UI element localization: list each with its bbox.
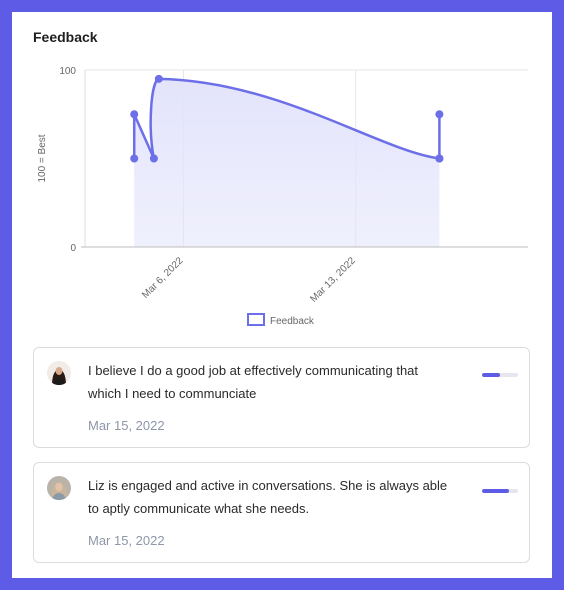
score-bar-fill (482, 373, 500, 377)
y-tick-label: 0 (70, 243, 76, 254)
feedback-chart: 0 100 100 = Best Mar 6, 2022 Mar 13, 2022 Fe… (37, 66, 528, 327)
score-bar (482, 373, 518, 377)
data-point (435, 154, 444, 163)
series-line (132, 77, 441, 160)
card-title: Feedback (33, 29, 98, 45)
data-point (435, 110, 444, 119)
avatar (47, 476, 71, 500)
legend-label: Feedback (270, 316, 315, 327)
feedback-text: I believe I do a good job at effectively… (88, 363, 419, 401)
feedback-date: Mar 15, 2022 (88, 418, 165, 433)
x-tick-label: Mar 6, 2022 (140, 255, 186, 301)
avatar (47, 361, 71, 385)
data-point (149, 154, 158, 163)
feedback-item: I believe I do a good job at effectively… (33, 347, 530, 448)
data-point (130, 110, 139, 119)
score-bar (482, 489, 518, 493)
data-point (130, 154, 139, 163)
feedback-item: Liz is engaged and active in conversatio… (33, 462, 530, 563)
feedback-card: Feedback 0 100 100 = Best Mar 6, 2022 Mar 13… (12, 12, 552, 578)
legend-swatch (247, 313, 265, 326)
y-axis-title: 100 = Best (37, 134, 48, 182)
y-tick-label: 100 (59, 66, 76, 77)
data-point (154, 74, 163, 83)
series-area (134, 78, 440, 247)
feedback-text: Liz is engaged and active in conversatio… (88, 478, 448, 516)
score-bar-fill (482, 489, 509, 493)
x-tick-label: Mar 13, 2022 (308, 255, 358, 305)
chart-legend[interactable]: Feedback (247, 313, 315, 327)
feedback-date: Mar 15, 2022 (88, 533, 165, 548)
